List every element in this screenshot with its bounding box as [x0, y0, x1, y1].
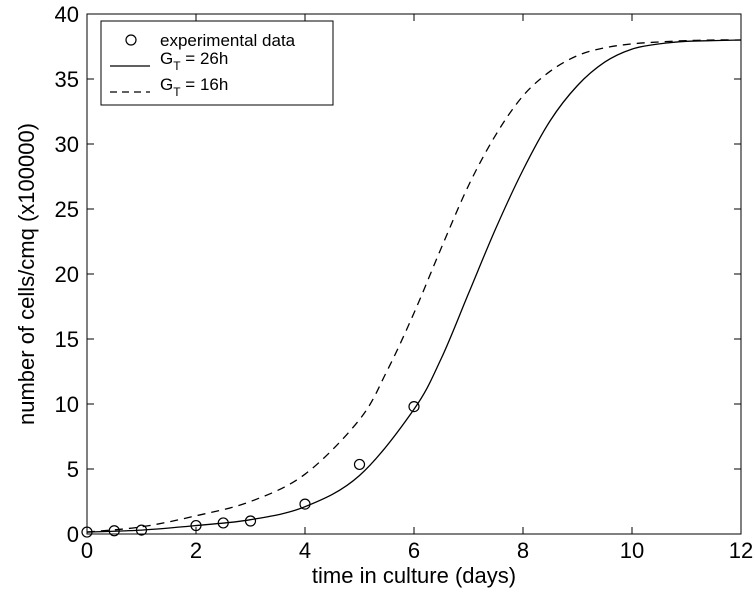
y-tick-label: 40 — [55, 2, 79, 27]
data-point-experimental — [353, 458, 366, 471]
x-tick-label: 6 — [408, 538, 420, 563]
legend-label-16h-main: G — [160, 75, 173, 94]
legend-box — [100, 20, 334, 106]
y-axis-label: number of cells/cmq (x100000) — [14, 123, 39, 425]
legend-label-26h: GT = 26h — [160, 49, 228, 73]
y-tick-label: 10 — [55, 392, 79, 417]
x-tick-label: 10 — [620, 538, 644, 563]
y-tick-label: 5 — [67, 457, 79, 482]
x-axis-label: time in culture (days) — [312, 563, 516, 588]
series-line-26h — [86, 39, 742, 533]
series-layer — [81, 39, 742, 538]
data-point-experimental — [408, 401, 420, 413]
legend-label-26h-main: G — [160, 49, 173, 68]
legend-label-16h-sub: T — [173, 85, 181, 99]
y-tick-label: 20 — [55, 262, 79, 287]
y-tick-label: 0 — [67, 522, 79, 547]
legend: experimental data GT = 26h GT = 16h — [100, 20, 334, 106]
legend-marker-experimental — [125, 34, 137, 46]
legend-label-experimental: experimental data — [160, 31, 296, 50]
x-tick-label: 4 — [299, 538, 311, 563]
x-tick-label: 12 — [729, 538, 753, 563]
y-tick-label: 30 — [55, 132, 79, 157]
legend-label-26h-sub: T — [173, 59, 181, 73]
legend-label-16h: GT = 16h — [160, 75, 228, 99]
y-tick-label: 15 — [55, 327, 79, 352]
axis-ticks: 0 2 4 6 8 10 12 0 5 10 15 20 25 30 35 40 — [55, 2, 754, 563]
x-tick-label: 0 — [81, 538, 93, 563]
y-tick-label: 25 — [55, 197, 79, 222]
series-line-16h — [86, 39, 742, 533]
x-tick-label: 2 — [190, 538, 202, 563]
legend-label-26h-rest: = 26h — [181, 49, 229, 68]
x-tick-label: 8 — [517, 538, 529, 563]
y-tick-label: 35 — [55, 67, 79, 92]
legend-label-16h-rest: = 16h — [181, 75, 229, 94]
